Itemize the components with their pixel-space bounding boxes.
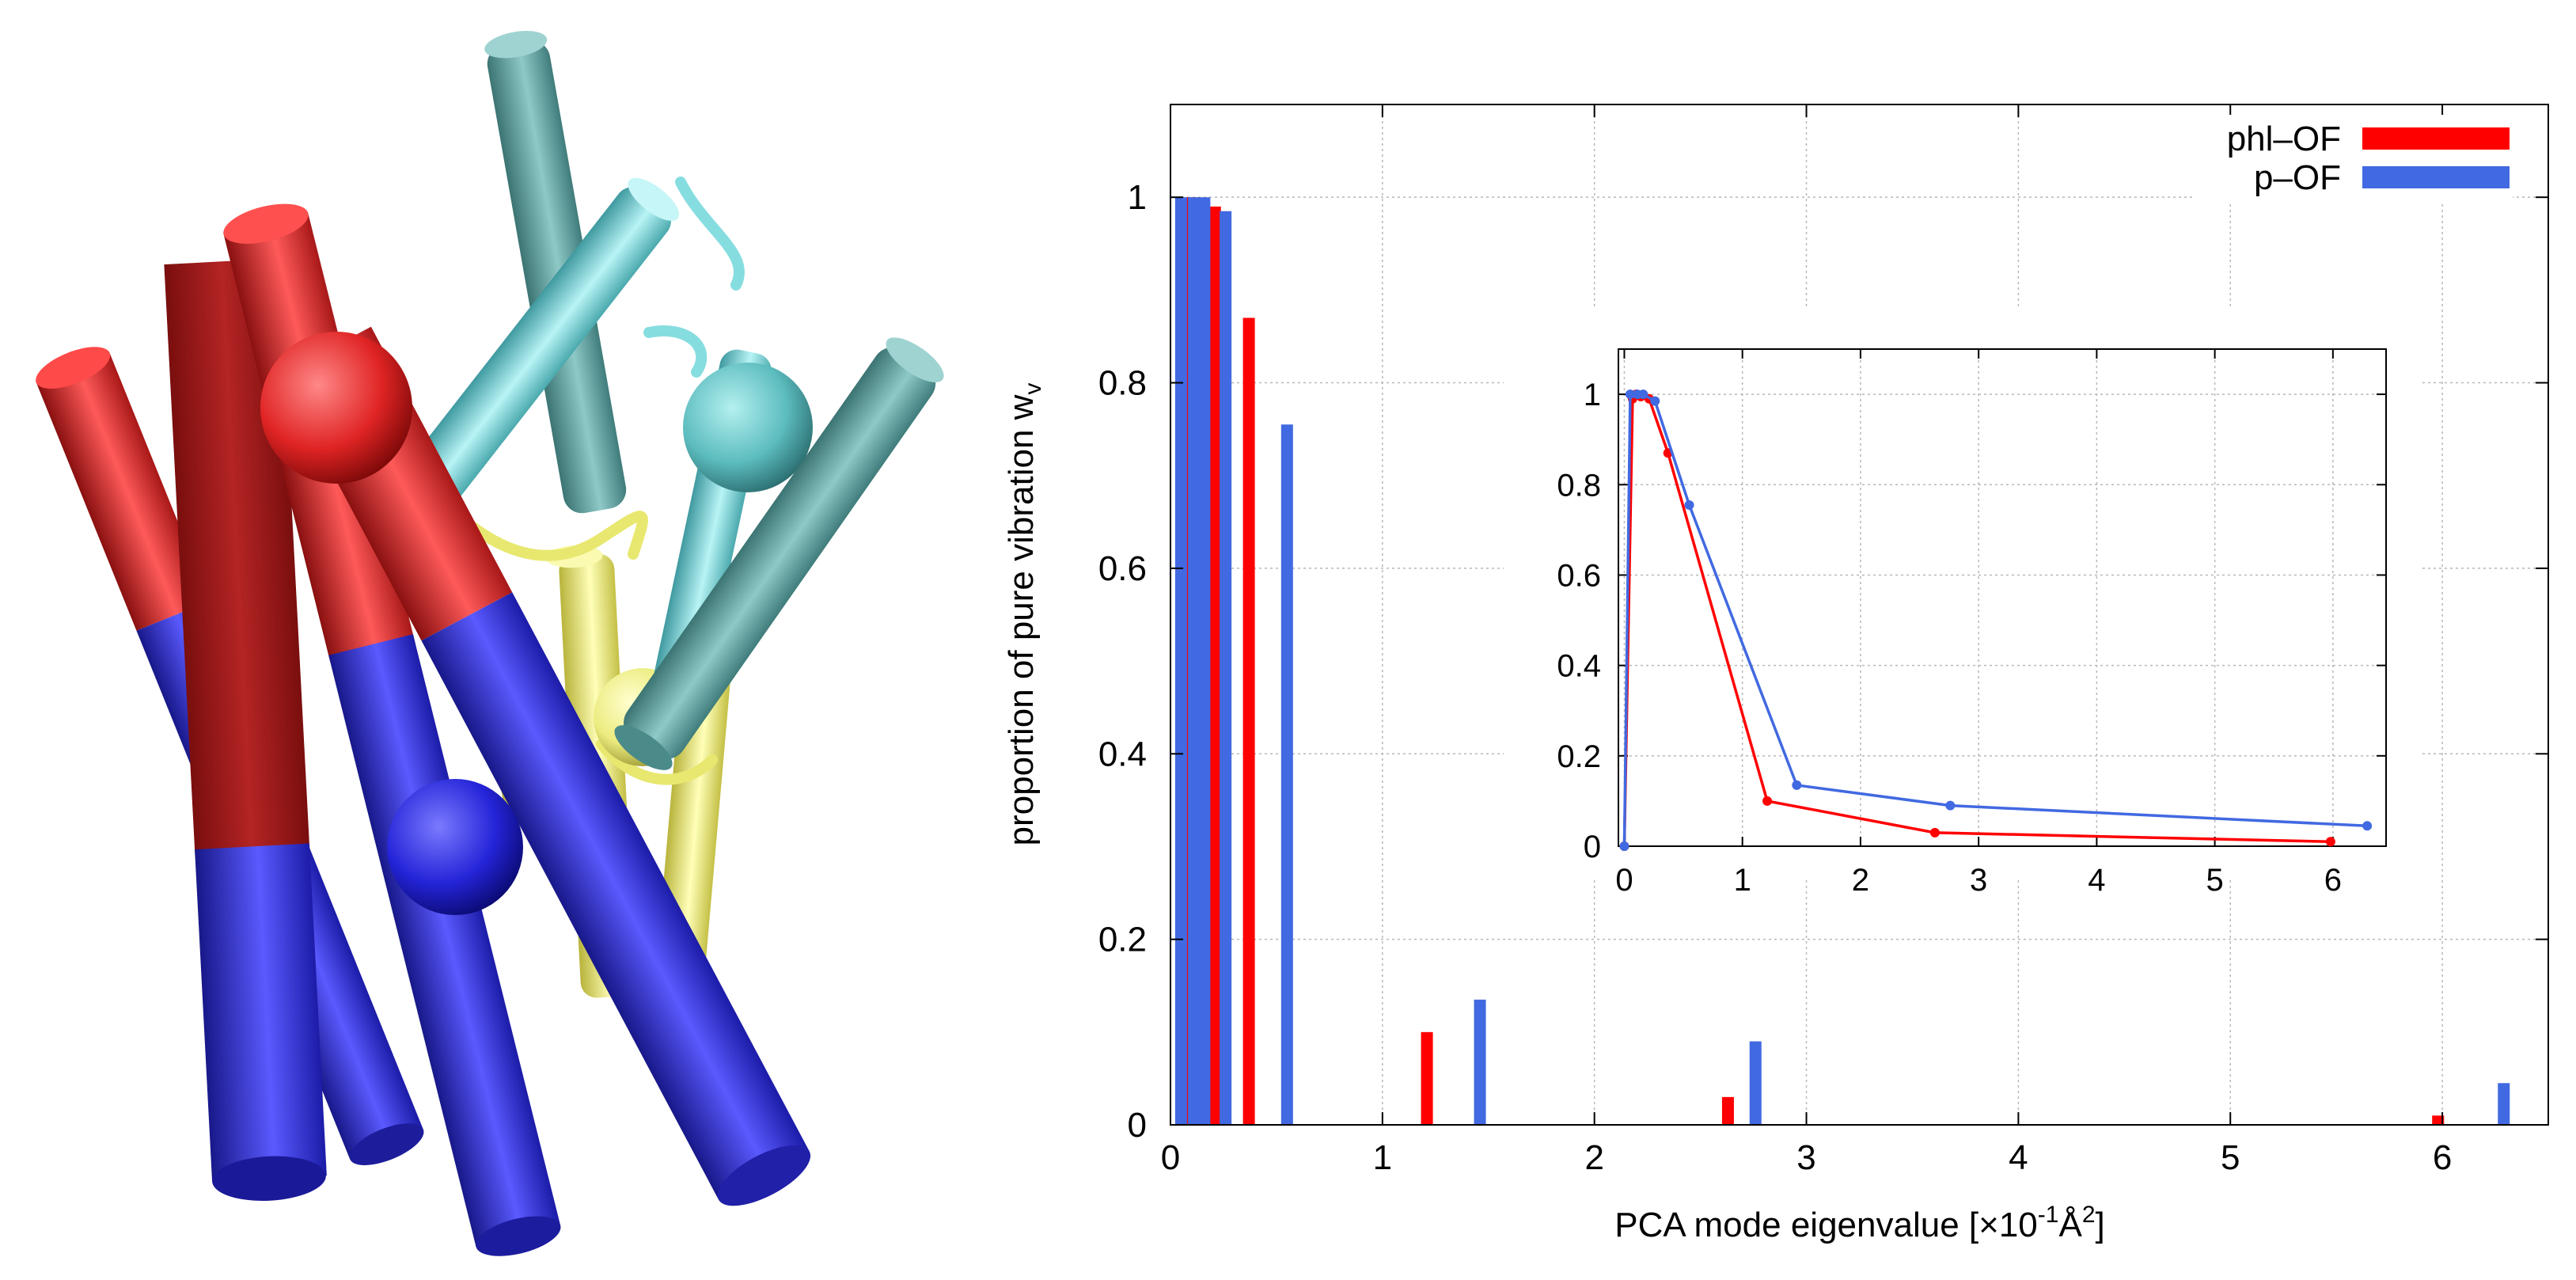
- y-tick-label: 0: [1128, 1106, 1147, 1145]
- legend-label-phl-of: phl–OF: [2227, 120, 2341, 158]
- inset-y-tick-label: 0.8: [1557, 468, 1601, 503]
- x-tick-label: 6: [2433, 1138, 2452, 1177]
- yellow-loop: [596, 739, 718, 785]
- inset-point-p-of: [1619, 841, 1629, 851]
- inset-x-tick-label: 6: [2324, 863, 2342, 898]
- x-tick-label: 3: [1796, 1138, 1815, 1177]
- bar-phl-of: [1208, 206, 1221, 1125]
- y-tick-label: 0.6: [1098, 549, 1147, 588]
- protein-structure-illustration: [36, 31, 944, 1256]
- bar-phl-of: [1421, 1031, 1433, 1125]
- inset-point-phl-of: [1762, 796, 1773, 806]
- inset-x-tick-label: 1: [1734, 863, 1751, 898]
- inset-lines: [1619, 389, 2373, 851]
- bar-p-of: [1187, 197, 1200, 1125]
- bar-phl-of: [1242, 317, 1255, 1125]
- x-tick-label: 4: [2009, 1138, 2028, 1177]
- bar-p-of: [1174, 197, 1187, 1125]
- red-sphere: [260, 332, 412, 484]
- teal-helix: [614, 337, 944, 770]
- cyan-loop: [643, 325, 708, 378]
- inset-point-p-of: [1684, 499, 1694, 510]
- inset-x-tick-label: 4: [2088, 863, 2105, 898]
- inset-point-phl-of: [1929, 827, 1940, 838]
- bar-phl-of: [2432, 1115, 2445, 1125]
- inset-x-tick-label: 2: [1852, 863, 1869, 898]
- main-axis-ticks: 0 1 2 3 4 5 6 0 0.2 0.4 0.6 0.8 1: [1098, 104, 2548, 1177]
- bar-p-of: [2498, 1083, 2510, 1125]
- x-axis-label: PCA mode eigenvalue [×10-1Å2]: [1614, 1202, 2104, 1244]
- y-axis-label: proportion of pure vibration wv: [1002, 383, 1046, 846]
- y-tick-label: 0.2: [1098, 921, 1147, 959]
- x-tick-label: 2: [1584, 1138, 1603, 1177]
- bar-p-of: [1198, 197, 1211, 1125]
- inset-axis-ticks: 0 1 2 3 4 5 6 0 0.2 0.4 0.6 0.8 1: [1557, 349, 2386, 898]
- inset-line-chart: 0 1 2 3 4 5 6 0 0.2 0.4 0.6 0.8 1: [1504, 309, 2422, 898]
- inset-point-p-of: [1945, 800, 1956, 811]
- legend-label-p-of: p–OF: [2254, 158, 2341, 197]
- bar-p-of: [1474, 999, 1486, 1125]
- inset-y-tick-label: 0.2: [1557, 739, 1601, 774]
- inset-x-tick-label: 5: [2206, 863, 2223, 898]
- bar-p-of: [1220, 211, 1232, 1126]
- x-tick-label: 5: [2221, 1138, 2240, 1177]
- inset-y-tick-label: 1: [1584, 378, 1601, 412]
- x-tick-label: 1: [1373, 1138, 1392, 1177]
- main-bars: [1174, 197, 2510, 1126]
- bar-phl-of: [1721, 1096, 1734, 1125]
- yellow-loop: [461, 511, 648, 561]
- inset-point-phl-of: [2325, 837, 2335, 847]
- inset-y-tick-label: 0.6: [1557, 558, 1601, 593]
- cyan-helix: [404, 177, 680, 509]
- inset-x-tick-label: 0: [1615, 863, 1633, 898]
- y-tick-label: 0.4: [1098, 735, 1147, 773]
- inset-point-p-of: [1625, 389, 1635, 400]
- teal-sphere: [683, 363, 813, 492]
- y-tick-label: 1: [1128, 178, 1147, 217]
- bar-p-of: [1280, 424, 1293, 1125]
- bar-p-of: [1749, 1041, 1762, 1125]
- inset-x-tick-label: 3: [1970, 863, 1987, 898]
- inset-point-p-of: [1792, 780, 1802, 790]
- inset-point-p-of: [2362, 821, 2373, 831]
- blue-sphere: [387, 779, 523, 915]
- inset-y-tick-label: 0: [1584, 830, 1601, 864]
- legend: phl–OF p–OF: [2192, 115, 2513, 202]
- legend-swatch-p-of: [2362, 166, 2510, 188]
- cyan-loop: [675, 177, 745, 291]
- inset-point-p-of: [1650, 396, 1660, 406]
- inset-plot-frame: [1618, 348, 2387, 847]
- x-tick-label: 0: [1161, 1138, 1180, 1177]
- y-tick-label: 0.8: [1098, 364, 1147, 403]
- inset-point-p-of: [1638, 389, 1648, 400]
- legend-swatch-phl-of: [2362, 127, 2510, 150]
- inset-y-tick-label: 0.4: [1557, 649, 1601, 684]
